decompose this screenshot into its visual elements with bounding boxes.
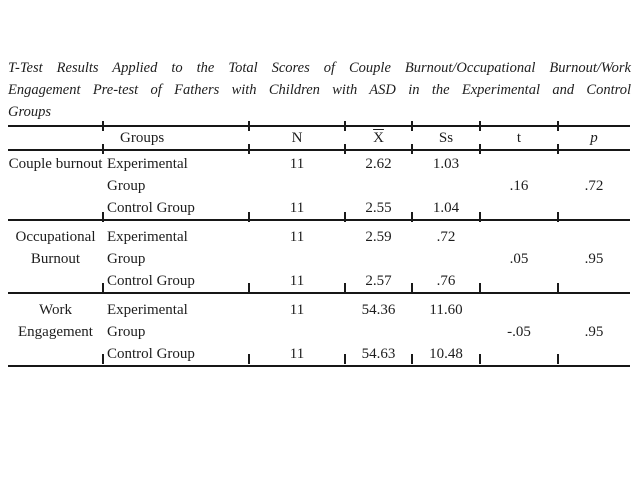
empty-cell: [412, 321, 480, 343]
group-cell: Experimental Group: [107, 302, 188, 340]
measure-label: Work Engagement: [18, 302, 93, 340]
p-cell: .95: [584, 324, 604, 340]
t-cell: -.05: [507, 324, 531, 340]
sd-cell: .76: [436, 273, 456, 289]
n-cell: 11: [289, 273, 305, 289]
header-mean: X: [345, 126, 412, 150]
t-cell: .16: [509, 178, 529, 194]
empty-cell: [345, 175, 412, 197]
group-cell: Control Group: [107, 273, 195, 289]
measure-label: Occupational Burnout: [15, 229, 96, 267]
mean-cell: 2.62: [365, 156, 392, 172]
empty-cell: [249, 321, 345, 343]
empty-cell: [249, 175, 345, 197]
mean-cell: 2.55: [365, 200, 392, 216]
group-cell: Experimental Group: [107, 229, 188, 267]
table-row: Work Engagement Experimental Group 11 54…: [8, 293, 630, 340]
xbar-symbol: X: [373, 130, 384, 146]
sd-cell: 10.48: [429, 346, 463, 362]
group-cell: Control Group: [107, 346, 195, 362]
n-cell: 11: [289, 346, 305, 362]
table-row: Occupational Burnout Experimental Group …: [8, 220, 630, 267]
measure-label: Couple burnout: [8, 156, 103, 172]
n-cell: 11: [289, 302, 305, 318]
table-header: Groups N X Ss t p: [8, 126, 630, 150]
header-sd: Ss: [438, 130, 454, 146]
section-couple-burnout: Couple burnout Experimental Group 11 2.6…: [8, 150, 630, 220]
header-empty-cell: [8, 126, 103, 150]
caption-line-3: Groups: [8, 104, 51, 120]
header-n: N: [291, 130, 303, 146]
table-row: Couple burnout Experimental Group 11 2.6…: [8, 150, 630, 194]
p-cell: .95: [584, 251, 604, 267]
sd-cell: 1.04: [432, 200, 460, 216]
empty-cell: [412, 175, 480, 197]
section-work-engagement: Work Engagement Experimental Group 11 54…: [8, 293, 630, 366]
empty-cell: [249, 248, 345, 270]
n-cell: 11: [289, 229, 305, 245]
caption-line-1: T-Test Results Applied to the Total Scor…: [8, 60, 631, 76]
caption-line-2: Engagement Pre-test of Fathers with Chil…: [8, 82, 631, 98]
empty-cell: [412, 248, 480, 270]
header-groups: Groups: [120, 130, 165, 146]
header-row: Groups N X Ss t p: [8, 126, 630, 150]
p-cell: .72: [584, 178, 604, 194]
header-p: p: [590, 130, 598, 146]
section-occupational-burnout: Occupational Burnout Experimental Group …: [8, 220, 630, 293]
empty-cell: [345, 321, 412, 343]
empty-cell: [345, 248, 412, 270]
t-cell: .05: [509, 251, 529, 267]
header-t: t: [516, 130, 522, 146]
mean-cell: 2.57: [365, 273, 392, 289]
table-caption: T-Test Results Applied to the Total Scor…: [8, 57, 631, 123]
sd-cell: 11.60: [429, 302, 463, 318]
group-cell: Experimental Group: [107, 156, 188, 194]
sd-cell: 1.03: [432, 156, 460, 172]
sd-cell: .72: [436, 229, 456, 245]
ttest-results-table: Groups N X Ss t p Couple burnout Experim…: [8, 125, 630, 367]
mean-cell: 54.36: [361, 302, 396, 318]
mean-cell: 54.63: [361, 346, 396, 362]
n-cell: 11: [289, 200, 305, 216]
results-table-wrapper: Groups N X Ss t p Couple burnout Experim…: [8, 121, 630, 367]
mean-cell: 2.59: [365, 229, 392, 245]
table-row: Control Group 11 2.55 1.04: [8, 197, 630, 220]
group-cell: Control Group: [107, 200, 195, 216]
table-row: Control Group 11 54.63 10.48: [8, 343, 630, 366]
table-row: Control Group 11 2.57 .76: [8, 270, 630, 293]
n-cell: 11: [289, 156, 305, 172]
